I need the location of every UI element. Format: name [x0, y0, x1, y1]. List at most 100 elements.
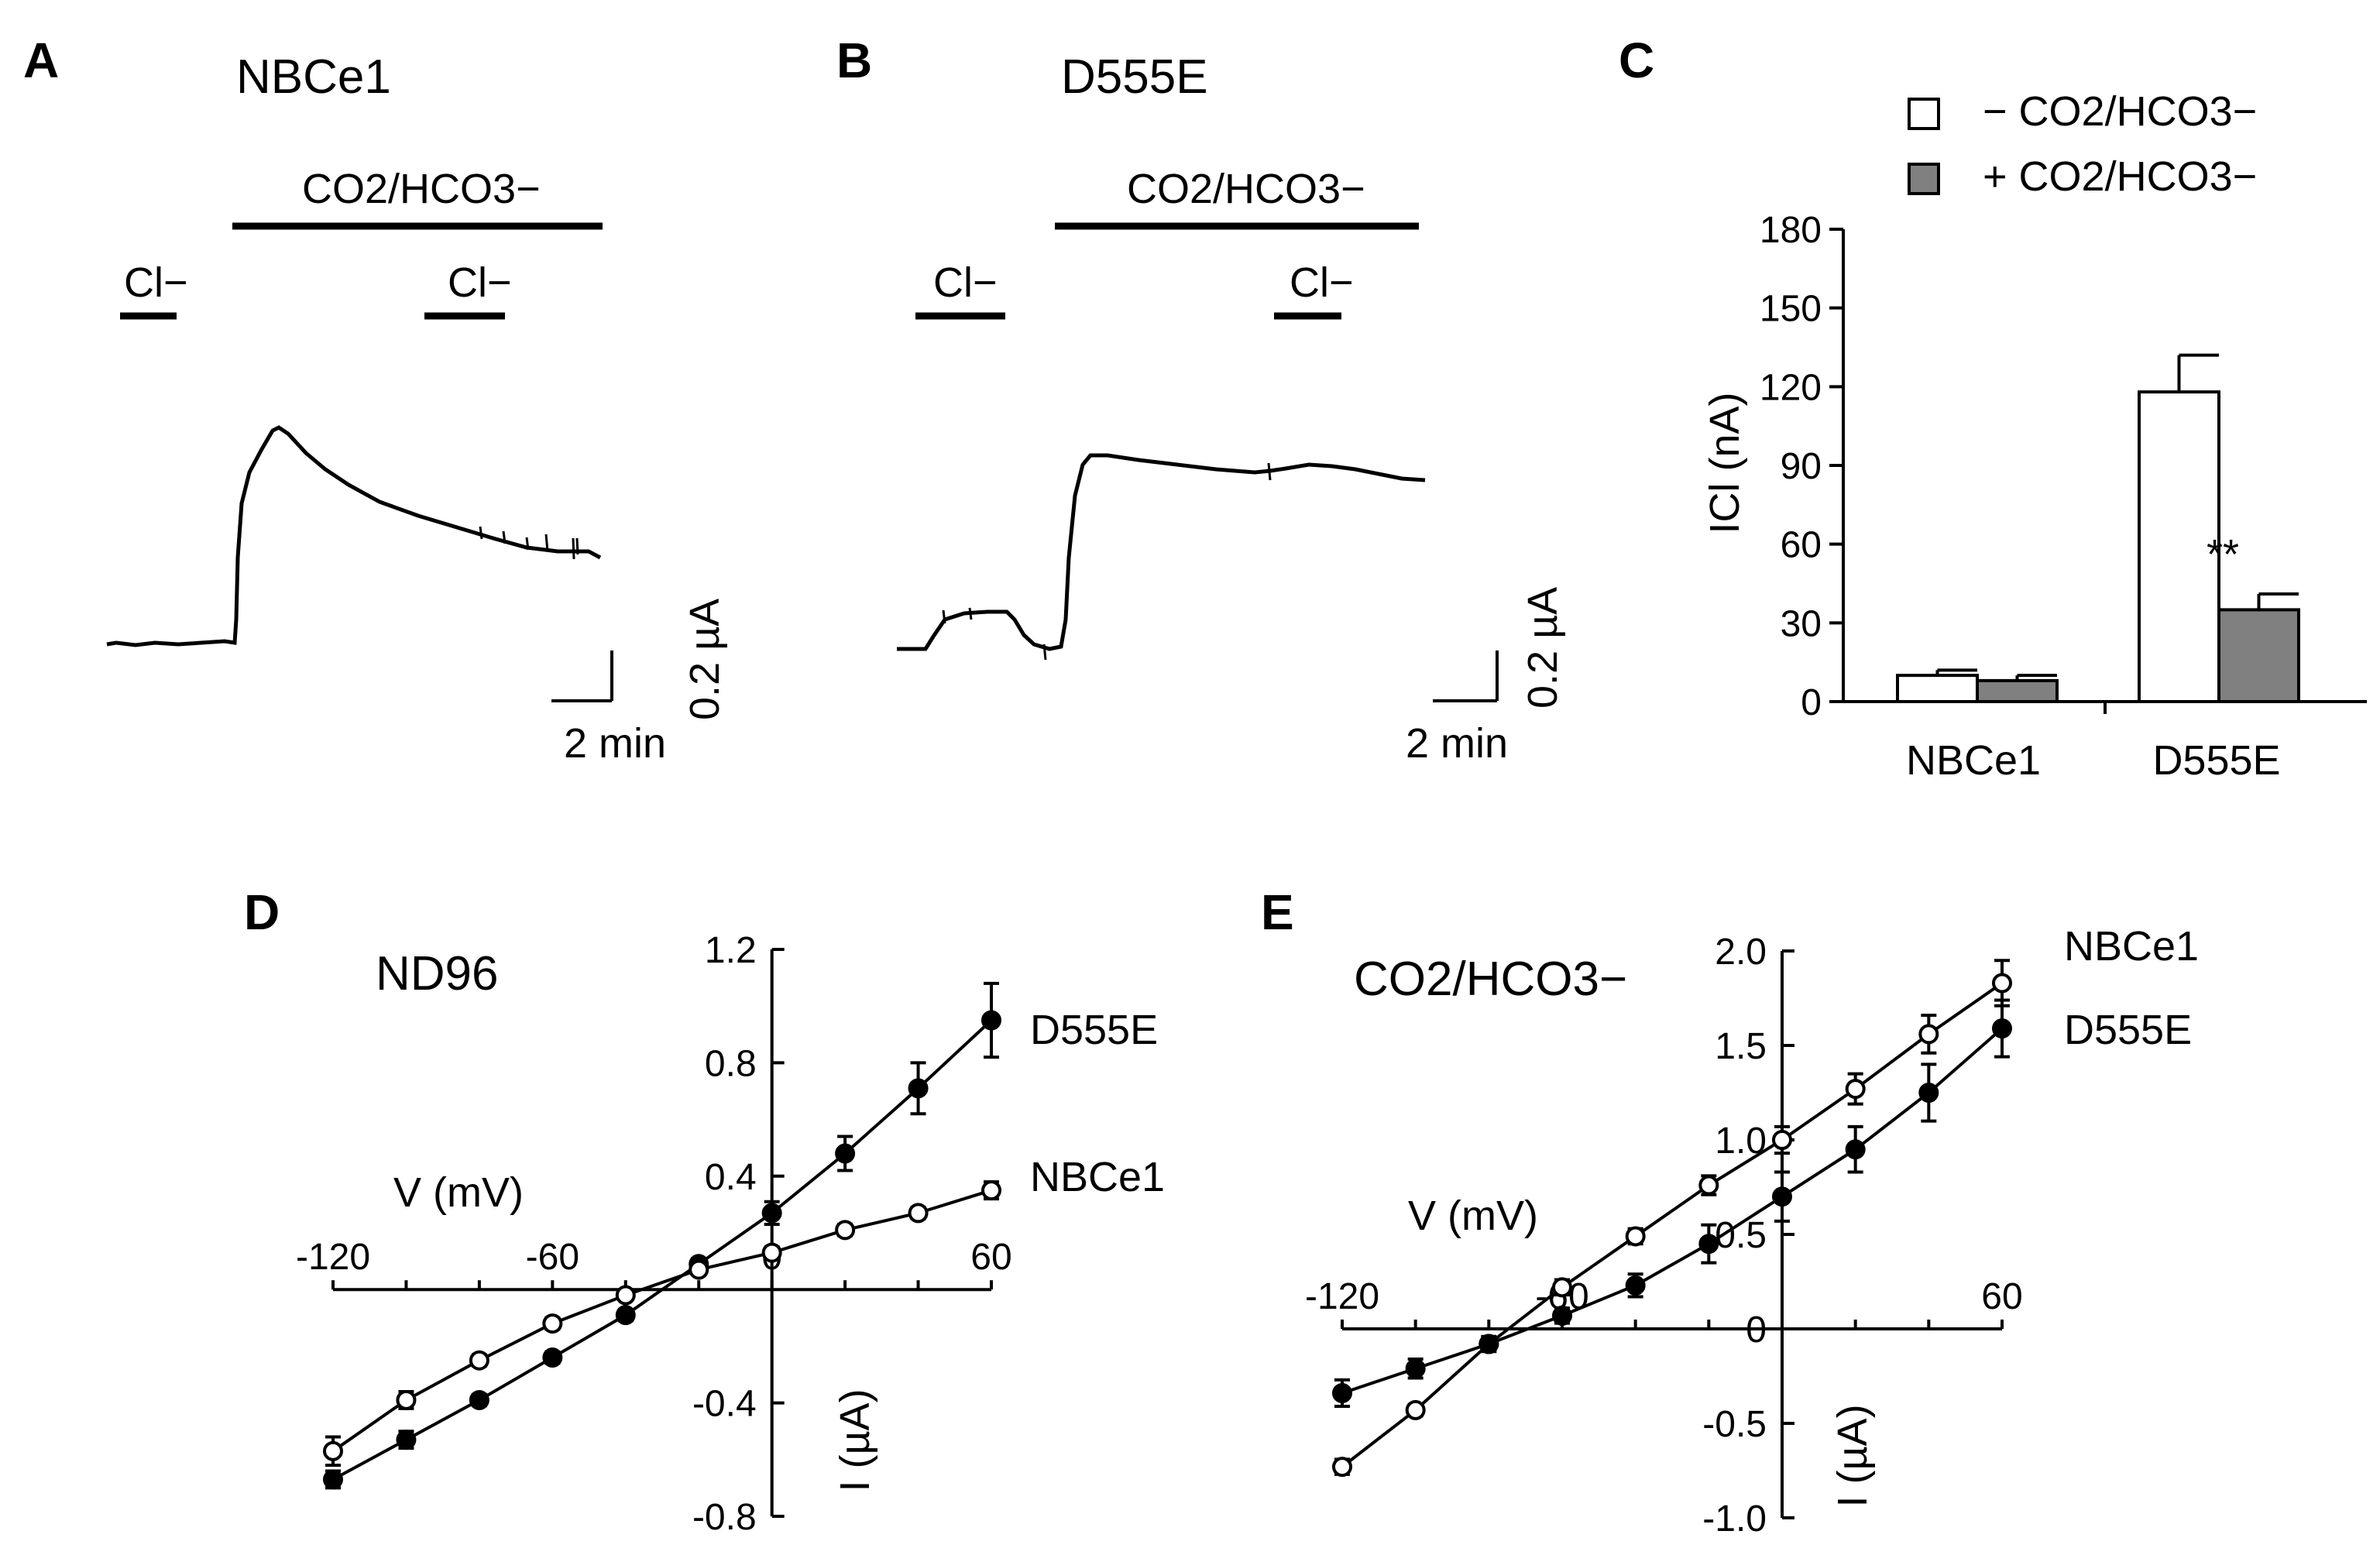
data-point	[835, 1220, 856, 1241]
panel-a-bath-label: CO2/HCO3−	[302, 166, 541, 212]
y-tick-label: 150	[1760, 289, 1822, 330]
data-point	[761, 1203, 782, 1224]
panel-b-letter: B	[836, 33, 872, 88]
data-point	[1992, 973, 2012, 994]
bar	[1976, 678, 2059, 704]
data-point	[615, 1285, 636, 1306]
data-point	[1405, 1358, 1426, 1379]
panel-d-letter: D	[244, 884, 280, 940]
panel-e-xlabel: V (mV)	[1408, 1193, 1538, 1239]
y-tick-label: 30	[1781, 603, 1822, 644]
series-label-nbce1: NBCe1	[2064, 923, 2199, 970]
panel-b-current-trace	[897, 453, 1426, 651]
panel-d-ylabel: I (µA)	[832, 1389, 878, 1491]
data-point	[835, 1143, 856, 1164]
data-point	[542, 1347, 563, 1368]
data-point	[1992, 1018, 2012, 1039]
panel-c-bars	[1896, 353, 2300, 704]
legend-swatch-minus	[1908, 98, 1940, 130]
panel-a-trace-artifacts	[479, 526, 579, 560]
y-tick-label: 1.2	[705, 930, 757, 971]
panel-c-ylabel: ICl (nA)	[1702, 392, 1748, 534]
panel-b-scale-time: 2 min	[1406, 720, 1508, 767]
data-point	[1405, 1399, 1426, 1420]
panel-e-series	[1332, 959, 2012, 1478]
series-label-nbce1: NBCe1	[1030, 1154, 1165, 1200]
significance-marker: **	[2207, 531, 2239, 578]
y-tick-label: -1.0	[1702, 1498, 1767, 1540]
panel-e-ylabel: I (µA)	[1829, 1404, 1876, 1507]
y-tick-label: -0.4	[692, 1384, 757, 1425]
data-point	[908, 1078, 929, 1099]
legend-label-plus: + CO2/HCO3−	[1983, 153, 2257, 200]
y-tick-label: 0.4	[705, 1157, 757, 1198]
y-tick-label: 0	[1746, 1310, 1767, 1351]
data-point	[1332, 1382, 1352, 1403]
data-point	[1625, 1275, 1646, 1296]
panel-a-title: NBCe1	[236, 50, 391, 104]
data-point	[1845, 1079, 1866, 1100]
panel-e: E CO2/HCO3− V (mV) I (µA) -120-6060-1.0-…	[1261, 884, 2199, 1540]
panel-d-series	[323, 981, 1001, 1490]
panel-b-scale-current: 0.2 µA	[1520, 587, 1566, 709]
panel-a-cl-label-1: Cl−	[124, 259, 188, 306]
panel-d: D ND96 V (mV) I (µA) -120-60060-0.8-0.40…	[244, 884, 1165, 1538]
data-point	[396, 1389, 417, 1410]
y-tick-label: 90	[1781, 446, 1822, 487]
legend-label-minus: − CO2/HCO3−	[1983, 88, 2257, 135]
data-point	[1332, 1457, 1352, 1478]
panel-a-current-trace	[106, 425, 602, 647]
panel-b-cl-label-2: Cl−	[1290, 259, 1354, 306]
panel-a: A NBCe1 CO2/HCO3− Cl− Cl− 2 min 0.2 µA	[23, 33, 728, 767]
legend-swatch-plus	[1908, 163, 1940, 195]
panel-a-letter: A	[23, 33, 59, 88]
data-point	[1918, 1024, 1939, 1045]
x-tick-label: D555E	[2152, 737, 2280, 784]
panel-a-cl-label-2: Cl−	[448, 259, 512, 306]
x-tick-label: 60	[1981, 1276, 2022, 1317]
x-tick-label: NBCe1	[1906, 737, 2041, 784]
data-point	[323, 1440, 343, 1461]
series-line	[332, 1019, 993, 1481]
bar	[2138, 390, 2220, 703]
y-tick-label: 0	[1801, 682, 1822, 723]
data-point	[1918, 1083, 1939, 1103]
data-point	[615, 1305, 636, 1326]
panel-d-xlabel: V (mV)	[393, 1169, 524, 1216]
data-point	[469, 1389, 489, 1410]
series-line	[331, 1189, 992, 1453]
x-tick-label: -60	[526, 1237, 579, 1278]
panel-c-letter: C	[1619, 33, 1654, 88]
y-tick-label: -0.8	[692, 1497, 757, 1538]
panel-a-scale-current: 0.2 µA	[682, 599, 728, 720]
bar	[2217, 608, 2300, 704]
y-tick-label: 0.8	[705, 1043, 757, 1084]
data-point	[981, 1180, 1001, 1201]
data-point	[1698, 1175, 1719, 1196]
data-point	[689, 1259, 709, 1280]
x-tick-label: -120	[296, 1237, 370, 1278]
data-point	[1478, 1334, 1499, 1354]
y-tick-label: 120	[1760, 367, 1822, 408]
panel-a-scale-time: 2 min	[564, 720, 666, 767]
y-tick-label: 60	[1781, 525, 1822, 566]
panel-b-trace-artifacts	[942, 462, 1272, 661]
bar	[1896, 674, 1979, 703]
panel-e-title: CO2/HCO3−	[1354, 953, 1627, 1006]
series-label-d555e: D555E	[2064, 1007, 2192, 1053]
panel-b: B D555E CO2/HCO3− Cl− Cl− 2 min 0.2 µA	[836, 33, 1566, 767]
series-line	[1341, 1027, 2004, 1395]
x-tick-label: 60	[970, 1237, 1011, 1278]
panel-b-title: D555E	[1061, 50, 1208, 104]
y-tick-label: 180	[1760, 210, 1822, 251]
data-point	[981, 1010, 1001, 1031]
data-point	[1845, 1139, 1866, 1160]
data-point	[1772, 1130, 1792, 1150]
y-tick-label: 2.0	[1715, 932, 1767, 973]
data-point	[1625, 1226, 1646, 1247]
panel-e-letter: E	[1261, 884, 1294, 940]
series-line	[1341, 981, 2004, 1468]
panel-b-bath-label: CO2/HCO3−	[1127, 166, 1365, 212]
series-label-d555e: D555E	[1030, 1007, 1158, 1053]
